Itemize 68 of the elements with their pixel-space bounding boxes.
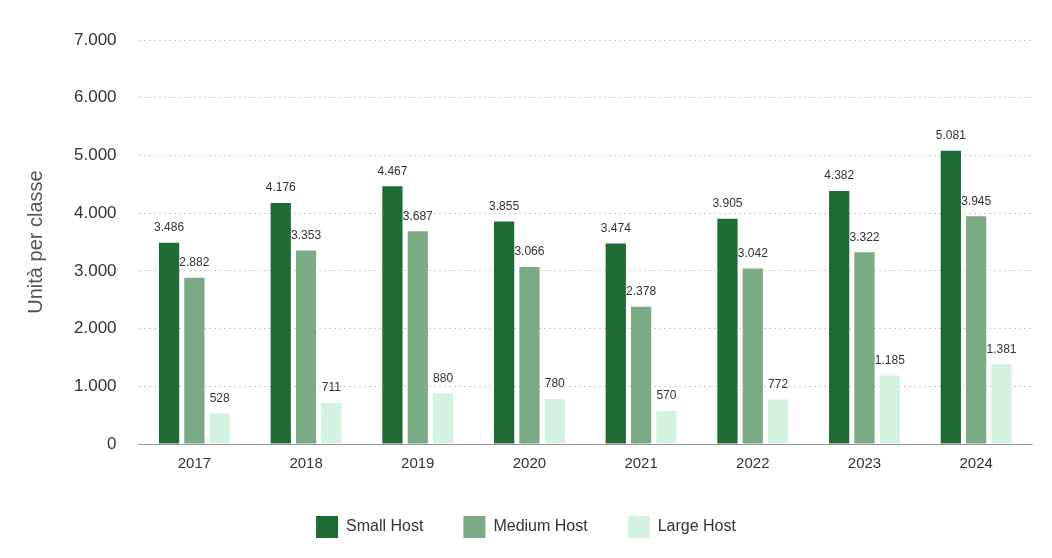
- x-tick-label: 2021: [624, 454, 658, 472]
- y-tick-label: 5.000: [73, 145, 117, 165]
- x-tick-label: 2018: [289, 454, 323, 472]
- bar: [493, 221, 515, 444]
- bar: [742, 268, 763, 444]
- bar: [829, 191, 850, 444]
- bar: [544, 398, 565, 444]
- data-label: 780: [544, 376, 566, 391]
- bar: [432, 393, 454, 444]
- bar: [767, 399, 789, 444]
- data-label: 1.185: [874, 352, 906, 367]
- bar: [295, 250, 317, 444]
- data-label: 3.905: [712, 195, 743, 210]
- data-label: 880: [433, 370, 454, 385]
- legend-label: Large Host: [657, 517, 737, 535]
- bar: [854, 252, 875, 444]
- bar: [382, 186, 403, 444]
- bar: [519, 267, 540, 444]
- data-label: 4.382: [824, 168, 855, 183]
- bar: [940, 150, 961, 444]
- data-label: 711: [321, 380, 342, 395]
- bar: [407, 231, 428, 444]
- data-label: 3.855: [489, 198, 520, 213]
- y-tick-label: 0: [107, 433, 117, 453]
- data-label: 3.322: [849, 229, 880, 244]
- x-tick-label: 2024: [959, 454, 993, 472]
- x-tick-label: 2020: [512, 454, 547, 472]
- x-tick-label: 2017: [177, 454, 212, 472]
- data-label: 3.042: [737, 245, 769, 260]
- bar: [184, 277, 205, 444]
- data-label: 528: [209, 390, 231, 405]
- x-tick-label: 2019: [401, 454, 435, 472]
- y-tick-label: 3.000: [73, 260, 117, 280]
- data-label: 772: [768, 376, 789, 391]
- data-label: 570: [656, 388, 677, 403]
- data-label: 4.176: [265, 180, 297, 195]
- y-tick-label: 1.000: [73, 375, 117, 395]
- y-tick-label: 4.000: [73, 202, 117, 222]
- data-label: 2.882: [179, 254, 210, 269]
- y-tick-label: 2.000: [73, 318, 117, 338]
- y-tick-label: 6.000: [73, 87, 117, 107]
- data-label: 1.381: [986, 341, 1017, 356]
- x-tick-label: 2022: [736, 454, 770, 472]
- data-label: 3.486: [154, 220, 185, 235]
- bar: [209, 413, 230, 444]
- x-tick-label: 2023: [847, 454, 882, 472]
- y-axis-title: Unità per classe: [23, 170, 46, 314]
- data-label: 3.066: [514, 244, 545, 259]
- data-label: 4.467: [377, 163, 408, 178]
- bar: [630, 306, 652, 444]
- legend-label: Small Host: [346, 517, 424, 535]
- y-tick-label: 7.000: [73, 29, 117, 49]
- bar: [717, 218, 738, 444]
- data-label: 3.945: [961, 193, 992, 208]
- bar: [321, 402, 342, 444]
- legend-label: Medium Host: [493, 517, 589, 535]
- data-label: 5.081: [935, 128, 967, 143]
- data-label: 3.474: [600, 220, 632, 235]
- bar: [270, 202, 291, 444]
- bar: [605, 243, 626, 444]
- bar: [966, 216, 987, 444]
- bar: [991, 364, 1012, 444]
- bar: [879, 375, 900, 444]
- bar: [656, 411, 677, 444]
- data-label: 2.378: [626, 284, 657, 299]
- data-label: 3.353: [291, 227, 322, 242]
- data-label: 3.687: [402, 208, 434, 223]
- bar: [158, 242, 180, 444]
